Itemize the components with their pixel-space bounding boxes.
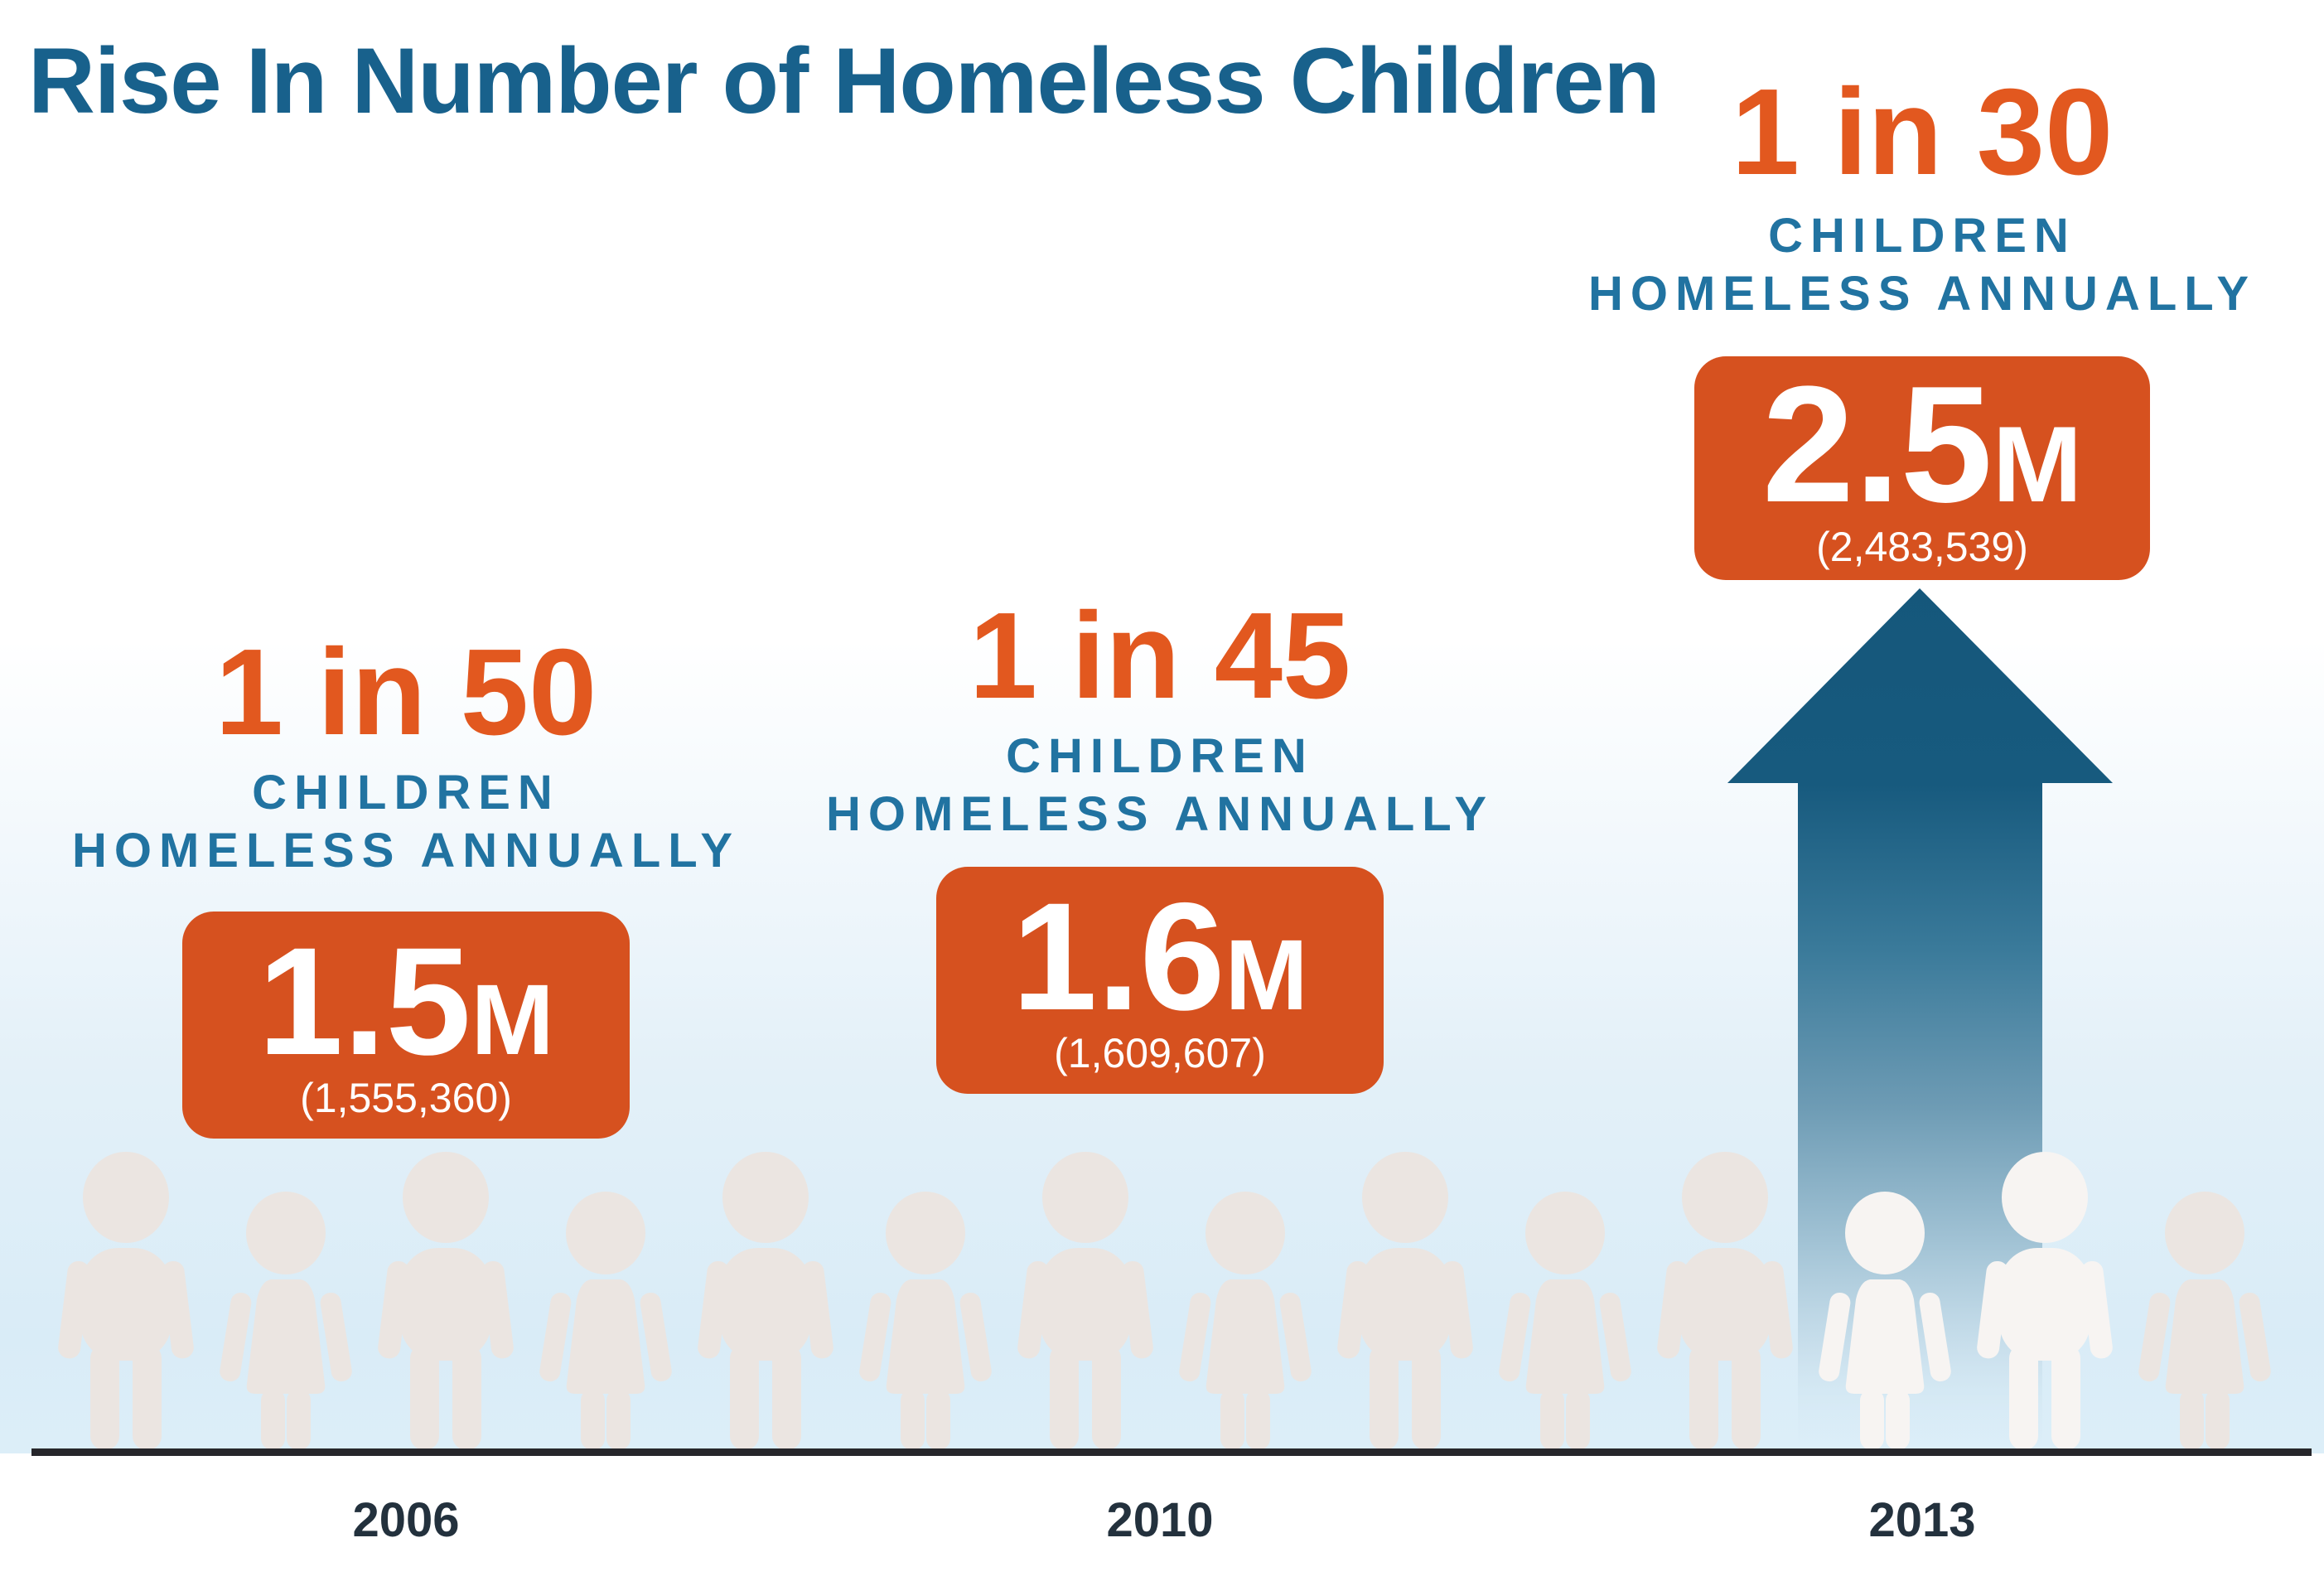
value-box-2013: 2.5M (2,483,539) <box>1694 356 2150 580</box>
value-unit-2013: M <box>1992 404 2083 525</box>
children-label-2013: CHILDREN <box>1768 209 2076 263</box>
homeless-annually-label-2013: HOMELESS ANNUALLY <box>1587 267 2257 321</box>
column-2006: 1 in 50 CHILDREN HOMELESS ANNUALLY 1.5M … <box>66 0 746 1591</box>
value-number-2006: 1.5 <box>258 916 471 1087</box>
baseline-axis <box>31 1448 2312 1456</box>
value-number-2010: 1.6 <box>1012 871 1225 1042</box>
ratio-label-2006: 1 in 50 <box>215 624 597 761</box>
value-detail-2010: (1,609,607) <box>1054 1030 1266 1077</box>
value-number-2013: 2.5 <box>1761 352 1993 537</box>
value-detail-2013: (2,483,539) <box>1816 524 2028 570</box>
year-label-2013: 2013 <box>1868 1493 1976 1547</box>
value-unit-2010: M <box>1225 919 1308 1031</box>
value-box-2006: 1.5M (1,555,360) <box>182 912 630 1139</box>
ratio-label-2010: 1 in 45 <box>969 588 1351 724</box>
value-box-2010: 1.6M (1,609,607) <box>936 867 1384 1094</box>
year-label-2010: 2010 <box>1106 1493 1214 1547</box>
value-2013: 2.5M <box>1762 362 2082 528</box>
value-unit-2006: M <box>471 964 554 1076</box>
page-title: Rise In Number of Homeless Children <box>28 29 1660 133</box>
value-2006: 1.5M <box>258 925 553 1078</box>
value-detail-2006: (1,555,360) <box>300 1075 512 1122</box>
column-2013: 1 in 30 CHILDREN HOMELESS ANNUALLY 2.5M … <box>1582 0 2262 1591</box>
homeless-annually-label-2010: HOMELESS ANNUALLY <box>825 787 1495 841</box>
children-label-2010: CHILDREN <box>1006 729 1314 783</box>
column-2010: 1 in 45 CHILDREN HOMELESS ANNUALLY 1.6M … <box>820 0 1500 1591</box>
ratio-label-2013: 1 in 30 <box>1731 64 2114 201</box>
growth-arrow-icon <box>1727 588 2113 1452</box>
children-label-2006: CHILDREN <box>252 766 560 820</box>
homeless-annually-label-2006: HOMELESS ANNUALLY <box>71 824 741 878</box>
year-label-2006: 2006 <box>352 1493 460 1547</box>
value-2010: 1.6M <box>1012 880 1308 1033</box>
